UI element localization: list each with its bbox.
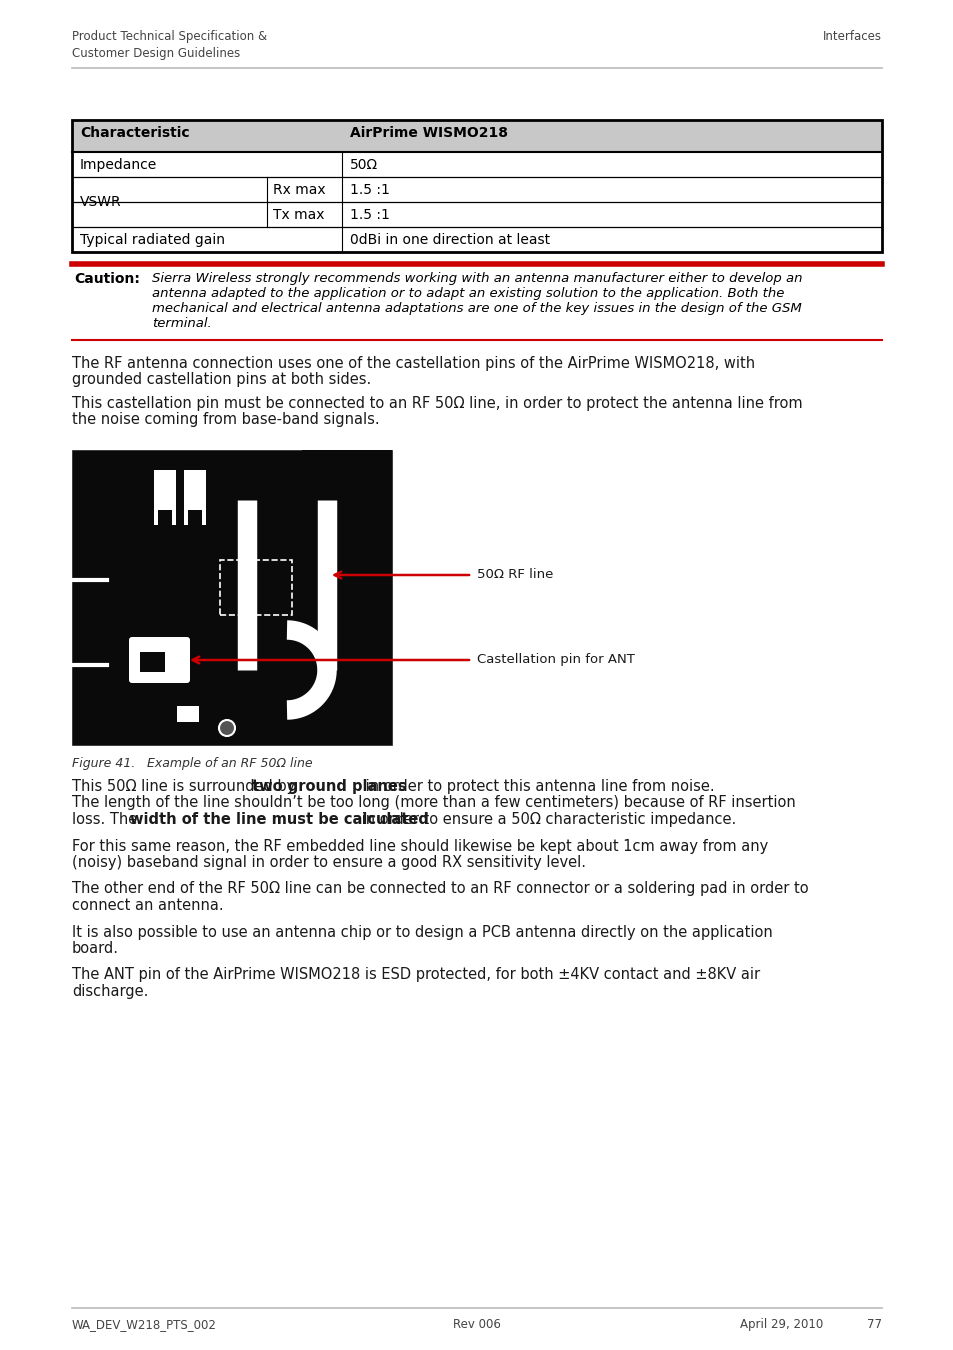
Text: grounded castellation pins at both sides.: grounded castellation pins at both sides… [71, 373, 371, 387]
Text: 1.5 :1: 1.5 :1 [350, 208, 390, 221]
Text: terminal.: terminal. [152, 317, 212, 329]
Bar [153, 470, 175, 525]
Bar [140, 652, 165, 672]
Circle shape [219, 720, 234, 736]
Text: Caution:: Caution: [74, 271, 140, 286]
Bar [188, 510, 202, 540]
Text: Typical radiated gain: Typical radiated gain [80, 234, 225, 247]
Text: 0dBi in one direction at least: 0dBi in one direction at least [350, 234, 550, 247]
Text: Tx max: Tx max [273, 208, 324, 221]
Text: 50Ω: 50Ω [350, 158, 377, 171]
Text: For this same reason, the RF embedded line should likewise be kept about 1cm awa: For this same reason, the RF embedded li… [71, 838, 767, 853]
Text: Example of an RF 50Ω line: Example of an RF 50Ω line [147, 757, 313, 769]
Text: Sierra Wireless strongly recommends working with an antenna manufacturer either : Sierra Wireless strongly recommends work… [152, 271, 801, 285]
Text: Figure 41.: Figure 41. [71, 757, 135, 769]
Bar [190, 481, 200, 502]
Bar [71, 450, 392, 745]
Text: Rev 006: Rev 006 [453, 1318, 500, 1331]
Text: the noise coming from base-band signals.: the noise coming from base-band signals. [71, 412, 379, 427]
Text: board.: board. [71, 941, 119, 956]
Bar [302, 450, 392, 745]
Text: loss. The: loss. The [71, 811, 142, 828]
Bar [177, 706, 199, 722]
Text: connect an antenna.: connect an antenna. [71, 898, 223, 913]
Text: Rx max: Rx max [273, 184, 325, 197]
Bar [220, 560, 292, 616]
Bar [158, 510, 172, 540]
Text: discharge.: discharge. [71, 984, 149, 999]
Bar [71, 120, 882, 252]
Text: WA_DEV_W218_PTS_002: WA_DEV_W218_PTS_002 [71, 1318, 216, 1331]
Bar [184, 470, 206, 525]
Text: Castellation pin for ANT: Castellation pin for ANT [476, 653, 634, 667]
Text: This castellation pin must be connected to an RF 50Ω line, in order to protect t: This castellation pin must be connected … [71, 396, 801, 410]
Text: antenna adapted to the application or to adapt an existing solution to the appli: antenna adapted to the application or to… [152, 288, 783, 300]
Text: Characteristic: Characteristic [80, 126, 190, 140]
Text: April 29, 2010: April 29, 2010 [740, 1318, 822, 1331]
Bar [160, 481, 170, 502]
Text: VSWR: VSWR [80, 194, 121, 209]
Text: 50Ω RF line: 50Ω RF line [476, 568, 553, 582]
Text: in order to ensure a 50Ω characteristic impedance.: in order to ensure a 50Ω characteristic … [356, 811, 736, 828]
Text: two ground planes: two ground planes [253, 779, 407, 794]
Text: mechanical and electrical antenna adaptations are one of the key issues in the d: mechanical and electrical antenna adapta… [152, 302, 801, 315]
Text: This 50Ω line is surrounded by: This 50Ω line is surrounded by [71, 779, 299, 794]
Text: width of the line must be calculated: width of the line must be calculated [130, 811, 429, 828]
Text: The length of the line shouldn’t be too long (more than a few centimeters) becau: The length of the line shouldn’t be too … [71, 795, 795, 810]
Text: Product Technical Specification &
Customer Design Guidelines: Product Technical Specification & Custom… [71, 30, 267, 59]
Text: The RF antenna connection uses one of the castellation pins of the AirPrime WISM: The RF antenna connection uses one of th… [71, 356, 755, 371]
Text: (noisy) baseband signal in order to ensure a good RX sensitivity level.: (noisy) baseband signal in order to ensu… [71, 855, 585, 869]
Text: The other end of the RF 50Ω line can be connected to an RF connector or a solder: The other end of the RF 50Ω line can be … [71, 882, 808, 896]
Text: Interfaces: Interfaces [822, 30, 882, 43]
Text: The ANT pin of the AirPrime WISMO218 is ESD protected, for both ±4KV contact and: The ANT pin of the AirPrime WISMO218 is … [71, 968, 760, 983]
Text: It is also possible to use an antenna chip or to design a PCB antenna directly o: It is also possible to use an antenna ch… [71, 925, 772, 940]
Text: AirPrime WISMO218: AirPrime WISMO218 [350, 126, 507, 140]
Text: 1.5 :1: 1.5 :1 [350, 184, 390, 197]
Text: Impedance: Impedance [80, 158, 157, 171]
FancyBboxPatch shape [129, 637, 190, 683]
Text: 77: 77 [866, 1318, 882, 1331]
Text: in order to protect this antenna line from noise.: in order to protect this antenna line fr… [361, 779, 714, 794]
Bar [71, 120, 882, 153]
